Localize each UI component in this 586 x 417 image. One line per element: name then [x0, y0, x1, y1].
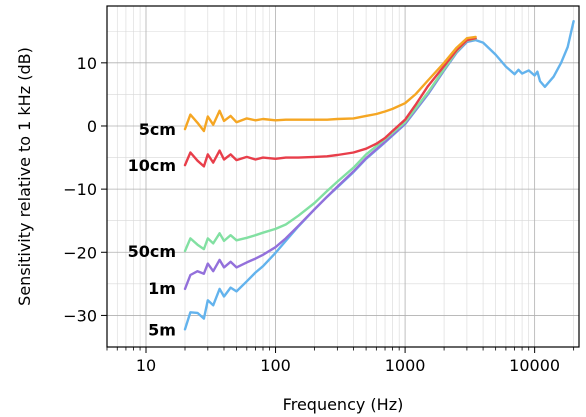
series-line-50cm [183, 37, 477, 253]
y-axis-label: Sensitivity relative to 1 kHz (dB) [15, 47, 34, 306]
series-line-5cm [183, 35, 477, 133]
series-label-50cm: 50cm [128, 242, 176, 261]
x-tick-label: 10000 [509, 356, 560, 375]
y-tick-label: 10 [77, 54, 97, 73]
x-axis-label: Frequency (Hz) [283, 395, 404, 414]
series-label-5m: 5m [148, 320, 176, 339]
plot-frame [106, 5, 580, 348]
y-tick-label: 0 [87, 117, 97, 136]
series-label-10cm: 10cm [128, 156, 176, 175]
y-tick-label: −30 [63, 306, 97, 325]
x-tick-label: 10 [136, 356, 156, 375]
series-lines [183, 20, 575, 331]
series-line-5m [183, 20, 575, 331]
x-tick-label: 100 [260, 356, 291, 375]
x-tick-label: 1000 [385, 356, 426, 375]
series-labels: 5cm 10cm 50cm 1m 5m [128, 120, 176, 339]
series-line-10cm [183, 37, 477, 168]
series-label-5cm: 5cm [139, 120, 176, 139]
y-tick-label: −10 [63, 180, 97, 199]
series-label-1m: 1m [148, 279, 176, 298]
y-tick-label: −20 [63, 243, 97, 262]
grid [106, 6, 579, 348]
